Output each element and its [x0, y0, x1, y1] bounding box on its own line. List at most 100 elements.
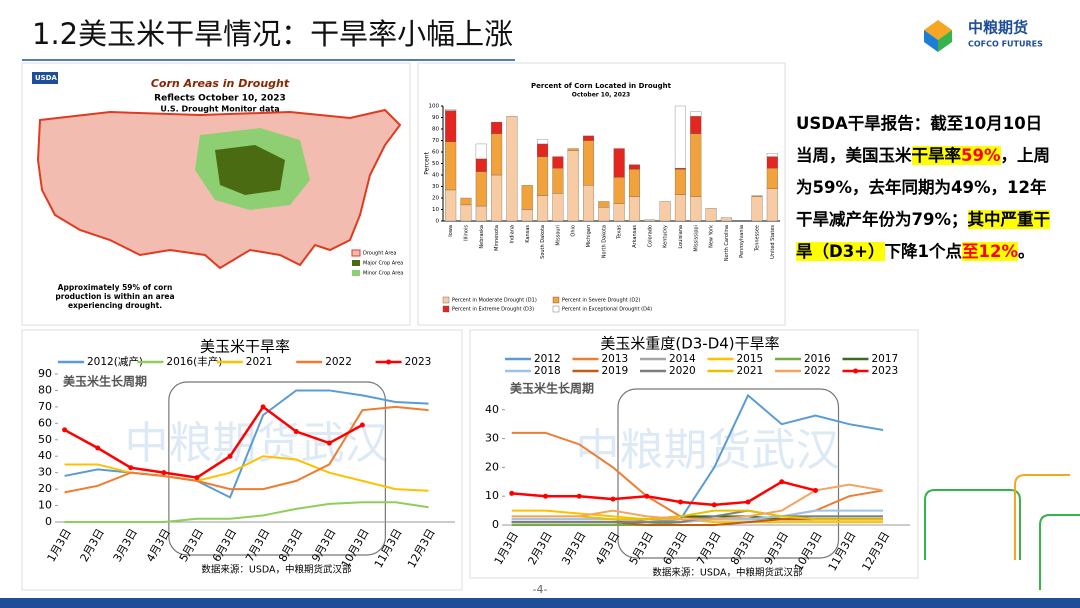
- x-tick-label: Nebraska: [479, 225, 485, 249]
- x-tick-label: 3月3日: [111, 527, 140, 565]
- y-tick-label: 0: [492, 518, 499, 531]
- chart-title: 美玉米重度(D3-D4)干旱率: [600, 335, 779, 353]
- y-tick-label: 100: [429, 104, 440, 110]
- bar-segment: [460, 197, 472, 206]
- chart-title: 美玉米干旱率: [200, 338, 290, 356]
- point: [576, 493, 582, 499]
- legend-label: Percent in Moderate Drought (D1): [452, 298, 537, 304]
- map-legend: Drought Area: [363, 251, 396, 257]
- line: [64, 455, 429, 492]
- x-tick-label: 12月3日: [859, 530, 892, 574]
- bar-segment: [766, 156, 778, 169]
- x-tick-label: United States: [770, 225, 776, 259]
- bar-segment: [690, 133, 702, 198]
- y-tick-label: 30: [485, 432, 499, 445]
- x-tick-label: New York: [709, 225, 715, 248]
- growth-period-box: [168, 381, 386, 556]
- x-tick-label: 5月3日: [177, 527, 206, 565]
- point: [813, 487, 818, 493]
- logo-en: COFCO FUTURES: [968, 40, 1043, 49]
- x-tick-label: Kansas: [525, 225, 531, 243]
- point: [610, 496, 616, 502]
- logo-cn: 中粮期货: [968, 19, 1028, 37]
- y-tick-label: 70: [432, 138, 439, 144]
- y-tick-label: 60: [38, 416, 52, 429]
- growth-period-box: [617, 388, 840, 559]
- line-panel: [21, 329, 463, 591]
- y-tick-label: 70: [38, 400, 52, 413]
- y-tick-label: 50: [432, 161, 439, 167]
- bar-segment: [583, 135, 595, 141]
- bar-segment: [766, 188, 778, 222]
- text-highlight: 干旱率: [911, 146, 961, 165]
- bar-segment: [690, 116, 702, 134]
- bar-segment: [445, 109, 457, 111]
- line: [511, 480, 816, 507]
- x-tick-label: 4月3日: [144, 527, 173, 565]
- text: 。: [1018, 242, 1035, 261]
- x-tick-label: 4月3日: [593, 530, 622, 568]
- bar-segment: [537, 156, 549, 196]
- legend-swatch: [552, 305, 560, 313]
- x-tick-label: 9月3日: [309, 527, 338, 565]
- point: [260, 404, 266, 410]
- y-tick-label: 10: [38, 499, 52, 512]
- bar-segment: [537, 195, 549, 222]
- x-tick-label: 6月3日: [210, 527, 239, 565]
- x-tick-label: 8月3日: [728, 530, 757, 568]
- map-subtitle: U.S. Drought Monitor data: [160, 105, 279, 114]
- bar-segment: [475, 171, 487, 207]
- legend-label: 2015: [737, 353, 764, 365]
- bar-segment: [613, 177, 625, 204]
- slide-title: 1.2美玉米干旱情况：干旱率小幅上涨: [32, 17, 513, 51]
- line-panel: [469, 329, 919, 579]
- legend-label: 2019: [602, 365, 629, 377]
- decor: [924, 474, 1080, 590]
- bar-segment: [613, 203, 625, 222]
- x-tick-label: Texas: [617, 225, 623, 240]
- bar-segment: [674, 169, 686, 195]
- x-tick-label: 3月3日: [559, 530, 588, 568]
- point: [543, 493, 548, 499]
- x-tick-label: Tennessee: [755, 225, 761, 252]
- y-tick-label: 10: [432, 207, 439, 213]
- y-tick-label: 0: [45, 515, 52, 528]
- legend-swatch: [442, 305, 450, 313]
- y-tick-label: 10: [485, 489, 499, 502]
- line: [64, 501, 429, 523]
- y-tick-label: 20: [38, 482, 52, 495]
- map-legend: Minor Crop Area: [363, 271, 403, 277]
- bar-segment: [628, 169, 640, 198]
- legend-label: 2023: [872, 365, 899, 377]
- x-tick-label: Mississippi: [693, 225, 699, 252]
- bar-segment: [720, 217, 732, 222]
- watermark: 中粮期货武汉: [576, 425, 840, 476]
- legend-label: 2012(减产): [87, 355, 143, 368]
- legend-label: 2014: [669, 353, 696, 365]
- x-tick-label: 1月3日: [492, 530, 521, 568]
- y-tick-label: 90: [38, 367, 52, 380]
- legend-label: 2016(丰产): [166, 355, 222, 368]
- bar-segment: [690, 111, 702, 117]
- point: [678, 499, 683, 505]
- bar-segment: [751, 196, 763, 222]
- legend-label: 2016: [804, 353, 831, 365]
- page-number: -4-: [533, 583, 548, 596]
- point: [194, 475, 200, 481]
- x-tick-label: Michigan: [586, 225, 592, 247]
- x-tick-label: Kentucky: [663, 225, 669, 248]
- bar-segment: [766, 167, 778, 189]
- x-tick-label: 7月3日: [694, 530, 723, 568]
- map-legend: Major Crop Area: [363, 261, 403, 267]
- legend-label: 2022: [804, 365, 831, 377]
- legend-label: 2022: [325, 356, 352, 368]
- legend-label: Percent in Severe Drought (D2): [562, 298, 640, 304]
- legend-label: 2021: [737, 365, 764, 377]
- text: ，上周为59%，去年同期为49%，12年干旱减产年份为79%；: [796, 146, 1050, 229]
- x-tick-label: Ohio: [571, 225, 577, 237]
- point: [711, 502, 717, 508]
- bar-segment: [552, 167, 564, 194]
- legend-label: 2021: [246, 356, 273, 368]
- point: [293, 429, 299, 435]
- source: 数据来源：USDA，中粮期货武汉部: [652, 567, 802, 579]
